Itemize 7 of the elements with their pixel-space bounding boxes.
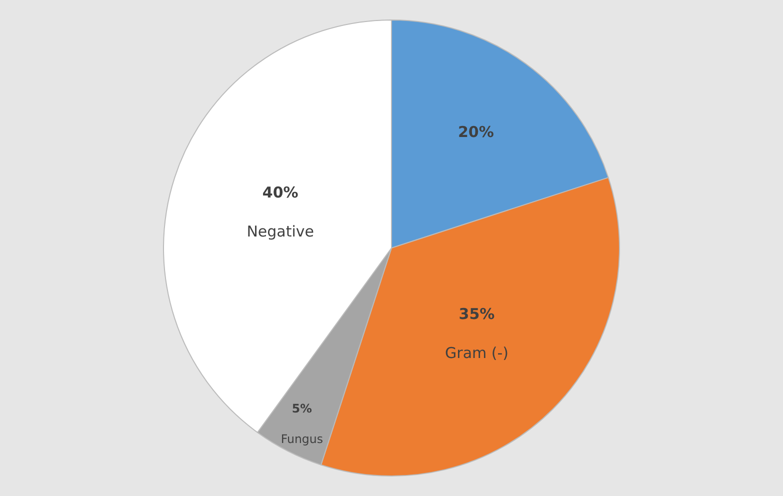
data-label: 5% xyxy=(292,401,312,416)
slice-label: Negative xyxy=(246,222,314,240)
data-label: 35% xyxy=(458,304,495,323)
slice-label: Fungus xyxy=(280,432,323,446)
data-label: 40% xyxy=(262,183,298,202)
data-label: 20% xyxy=(458,122,494,141)
slice-label: Gram (-) xyxy=(445,344,508,362)
